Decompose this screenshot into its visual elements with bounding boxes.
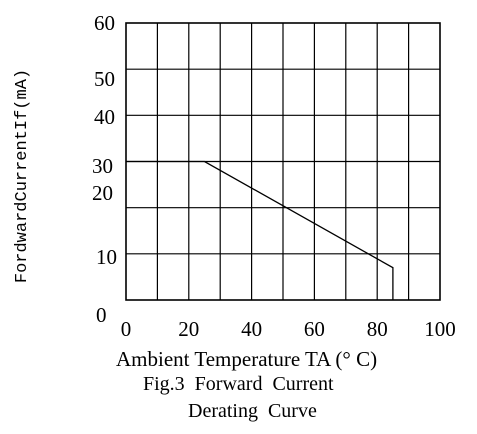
derating-curve-line — [126, 160, 394, 300]
y-tick-label: 10 — [96, 245, 117, 269]
x-tick-label: 80 — [367, 317, 388, 341]
figure-caption-line1: Fig.3 Forward Current — [143, 373, 334, 395]
y-tick-label: 30 — [92, 154, 113, 178]
y-tick-label: 50 — [94, 67, 115, 91]
y-tick-labels: 0 10 20 30 40 50 60 — [92, 11, 117, 327]
x-tick-labels: 0 20 40 60 80 100 — [121, 317, 456, 341]
series-layer — [125, 160, 394, 301]
y-tick-label: 0 — [96, 303, 107, 327]
y-tick-label: 40 — [94, 105, 115, 129]
x-tick-label: 60 — [304, 317, 325, 341]
x-axis-label: Ambient Temperature TA (° C) — [116, 347, 377, 371]
figure-caption-line2: Derating Curve — [188, 400, 317, 422]
y-tick-label: 20 — [92, 181, 113, 205]
y-axis-label: FordwardCurrentIf(mA) — [13, 69, 32, 283]
x-tick-label: 0 — [121, 317, 132, 341]
x-tick-label: 20 — [178, 317, 199, 341]
x-tick-label: 40 — [241, 317, 262, 341]
x-tick-label: 100 — [424, 317, 456, 341]
y-tick-label: 60 — [94, 11, 115, 35]
